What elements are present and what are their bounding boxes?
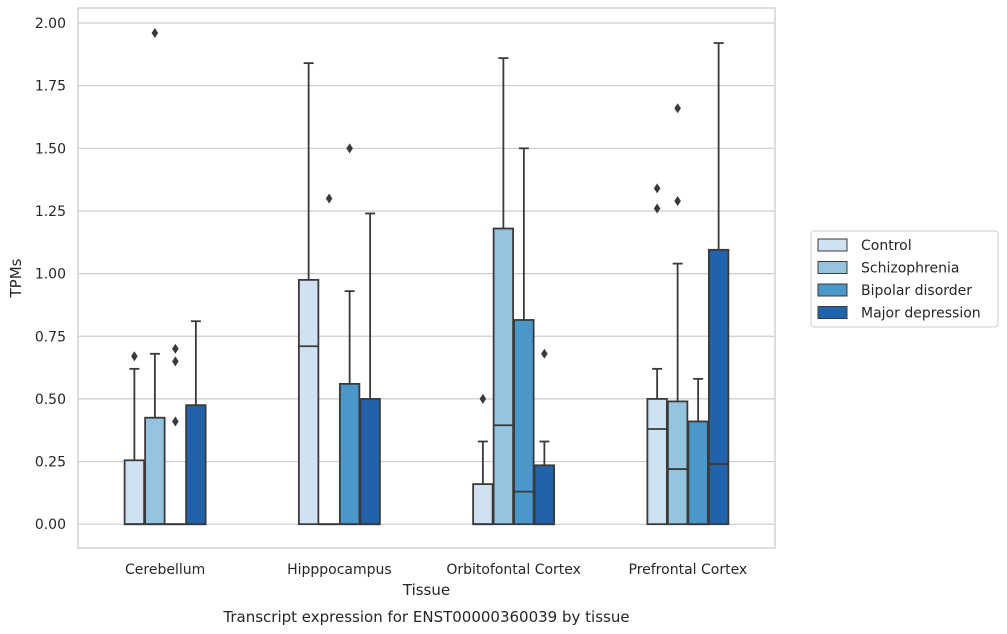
y-tick-label: 2.00	[35, 16, 66, 32]
y-tick-label: 1.75	[35, 79, 66, 95]
box-iqr	[687, 420, 709, 526]
outlier-point	[674, 103, 681, 114]
y-tick-label: 1.25	[35, 204, 66, 220]
outlier-point	[653, 203, 661, 214]
x-tick-label: Cerebellum	[125, 562, 205, 578]
box-group	[318, 193, 340, 526]
outlier-point	[674, 195, 681, 206]
box-group	[123, 351, 146, 526]
box-iqr	[472, 483, 494, 526]
box-group	[144, 28, 166, 526]
outlier-point	[172, 416, 179, 427]
x-tick-labels: Cerebellum Hipppocampus Orbitofontal Corte…	[125, 562, 747, 578]
legend-swatch	[817, 283, 848, 297]
legend-frame	[810, 230, 999, 328]
box-iqr	[707, 248, 730, 526]
box-iqr	[513, 319, 535, 526]
box-group	[533, 348, 556, 526]
box-group	[513, 147, 535, 526]
plot-boxes	[123, 28, 730, 526]
outlier-point	[151, 28, 159, 39]
box-iqr	[666, 400, 689, 526]
y-tick-label: 1.50	[35, 141, 66, 157]
box-iqr	[185, 404, 207, 526]
box-group	[164, 343, 187, 526]
box-group	[185, 320, 207, 526]
legend-swatch	[817, 261, 848, 274]
box-iqr	[359, 398, 381, 526]
x-axis-label: Tissue	[402, 581, 450, 599]
x-tick-label: Prefrontal Cortex	[629, 562, 748, 578]
box-iqr	[297, 278, 320, 526]
y-tick-label: 0.50	[35, 392, 66, 408]
box-iqr	[144, 416, 166, 526]
y-tick-label: 0.00	[35, 517, 66, 533]
box-group	[492, 57, 515, 526]
chart-caption: Transcript expression for ENST0000036003…	[222, 608, 629, 626]
legend-label: Schizophrenia	[861, 261, 959, 277]
legend-swatch	[817, 306, 848, 319]
y-tick-label: 1.00	[35, 267, 66, 283]
x-tick-label: Hipppocampus	[287, 562, 392, 578]
outlier-point	[346, 143, 353, 154]
y-tick-label: 0.25	[35, 455, 66, 471]
box-group	[646, 183, 668, 526]
y-tick-label: 0.75	[35, 329, 66, 345]
legend-swatch	[817, 238, 848, 252]
box-iqr	[492, 227, 515, 526]
outlier-point	[325, 193, 333, 204]
box-group	[707, 42, 730, 526]
box-iqr	[533, 464, 556, 526]
box-iqr	[646, 398, 668, 526]
legend-label: Bipolar disorder	[861, 283, 972, 299]
x-tick-label: Orbitofontal Cortex	[446, 562, 581, 578]
plot-frame	[77, 7, 776, 549]
legend-label: Control	[861, 238, 912, 254]
outlier-point	[172, 343, 179, 354]
box-group	[297, 62, 320, 526]
outlier-point	[541, 348, 548, 359]
box-group	[687, 377, 709, 526]
legend-label: Major depression	[861, 306, 981, 322]
box-group	[338, 143, 361, 526]
box-group	[666, 103, 689, 526]
y-tick-labels: 0.00 0.25 0.50 0.75 1.00 1.25 1.50 1.75 2.00	[35, 16, 66, 533]
outlier-point	[479, 393, 487, 404]
box-group	[359, 212, 381, 526]
outlier-point	[131, 351, 138, 362]
box-iqr	[338, 382, 361, 526]
y-axis-label: TPMs	[7, 258, 25, 298]
legend: Control Schizophrenia Bipolar disorder Majo…	[810, 230, 999, 328]
outlier-point	[653, 183, 661, 194]
box-iqr	[123, 459, 146, 526]
outlier-point	[172, 356, 179, 367]
box-group	[472, 393, 494, 526]
